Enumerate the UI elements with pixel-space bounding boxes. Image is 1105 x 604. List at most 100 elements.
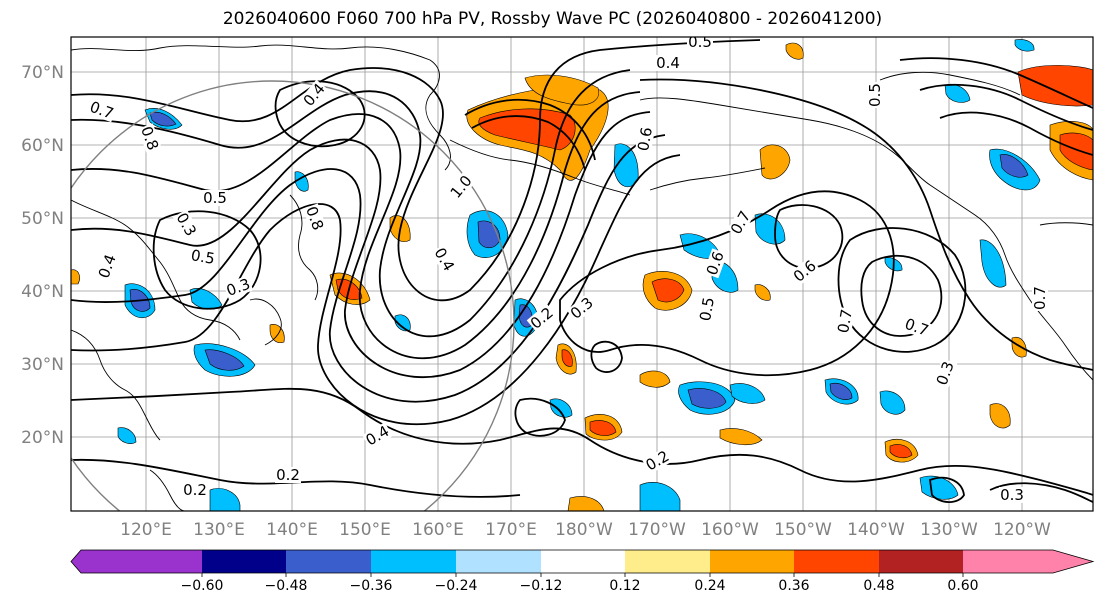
pv-contour <box>939 111 1093 156</box>
anomaly-patch <box>651 278 685 303</box>
map-frame <box>70 36 1094 512</box>
contour-label-bg <box>703 248 728 279</box>
contour-label-bg <box>172 209 200 240</box>
contour-label-bg <box>834 306 856 336</box>
colorbar-swatch <box>710 550 794 573</box>
longitude-label: 180°W <box>555 520 613 540</box>
anomaly-patch <box>204 349 245 371</box>
range-circle <box>71 80 515 511</box>
pv-contour <box>71 69 631 338</box>
colorbar-label: −0.60 <box>181 578 224 594</box>
latitude-label: 50°N <box>21 209 64 229</box>
coastline <box>649 167 766 191</box>
contour-label-bg <box>446 171 476 202</box>
anomaly-patch <box>759 144 791 180</box>
contour-label-bg <box>202 190 228 206</box>
pv-contour <box>559 190 895 377</box>
colorbar-label: −0.36 <box>350 578 393 594</box>
longitude-label: 150°W <box>774 520 832 540</box>
contour-label-bg <box>1032 285 1048 311</box>
pv-anomaly-positive <box>71 42 1093 511</box>
contour-label-bg <box>566 293 597 323</box>
anomaly-patch <box>879 390 906 415</box>
anomaly-patch <box>71 269 80 285</box>
contour-label-bg <box>362 422 393 450</box>
contour-label-bg <box>275 467 301 483</box>
anomaly-patch <box>394 314 411 332</box>
contour-label-bg <box>696 294 718 324</box>
coastline <box>879 71 1021 96</box>
contour-label-bg <box>188 246 218 268</box>
coastline <box>71 44 451 171</box>
contour-label-bg <box>299 79 329 110</box>
contour-label: 0.2 <box>276 466 300 484</box>
contour-label-bg <box>223 275 254 300</box>
pv-contour <box>860 254 943 337</box>
contour-label-bg <box>95 251 120 282</box>
contour-label: 0.5 <box>203 189 227 207</box>
anomaly-patch <box>729 383 766 404</box>
colorbar: −0.60 −0.48 −0.36 −0.24 −0.12 0.12 0.24 0.36 0.4… <box>70 549 1095 594</box>
anomaly-patch <box>1011 337 1027 358</box>
pv-contours <box>71 39 1093 504</box>
contour-label-bg <box>137 123 162 154</box>
anomaly-patch <box>567 496 605 511</box>
anomaly-patch <box>785 42 804 60</box>
colorbar-swatch <box>456 550 541 573</box>
anomaly-patch <box>889 444 913 459</box>
colorbar-swatch <box>202 550 286 573</box>
latitude-labels: 70°N 60°N 50°N 40°N 30°N 20°N <box>21 63 64 448</box>
anomaly-patch <box>639 370 671 388</box>
pv-contour <box>989 482 1093 503</box>
pv-contour <box>590 340 623 373</box>
contour-label: 0.3 <box>1000 486 1024 504</box>
pv-contour <box>71 154 681 426</box>
anomaly-patch <box>589 420 617 436</box>
contour-label-bg <box>999 487 1025 503</box>
latitude-label: 30°N <box>21 355 64 375</box>
longitude-label: 140°E <box>266 520 318 540</box>
colorbar-label: 0.60 <box>947 578 978 594</box>
longitude-labels: 120°E 130°E 140°E 150°E 160°E 170°E 180°W 170°W… <box>120 520 1051 540</box>
contour-label-bg <box>634 124 656 154</box>
anomaly-patch <box>687 388 727 409</box>
latitude-label: 60°N <box>21 136 64 156</box>
longitude-label: 130°W <box>920 520 978 540</box>
anomaly-patch <box>1059 132 1093 171</box>
colorbar-swatch <box>963 550 1093 573</box>
anomaly-patch <box>754 284 771 301</box>
anomaly-patch <box>1017 65 1093 107</box>
pv-contour <box>929 476 965 504</box>
longitude-label: 170°E <box>485 520 537 540</box>
latitude-label: 20°N <box>21 428 64 448</box>
colorbar-label: −0.48 <box>265 578 308 594</box>
anomaly-patch <box>561 349 573 367</box>
coastline <box>289 194 319 301</box>
coastline <box>639 97 1093 381</box>
coastline <box>71 329 161 441</box>
anomaly-patch <box>829 383 853 400</box>
colorbar-frame <box>70 549 1095 574</box>
map-title: 2026040600 F060 700 hPa PV, Rossby Wave … <box>222 9 883 29</box>
pv-contour <box>71 134 666 403</box>
anomaly-patch <box>979 239 1007 288</box>
pv-contour <box>919 83 1093 131</box>
contour-label-bg <box>687 37 713 50</box>
colorbar-swatch <box>71 550 202 573</box>
contour-label-bg <box>933 358 958 389</box>
colorbar-swatch <box>286 550 371 573</box>
colorbar-swatch <box>879 550 963 573</box>
colorbar-swatch <box>625 550 710 573</box>
colorbar-label: −0.24 <box>435 578 478 594</box>
colorbar-label: −0.12 <box>520 578 563 594</box>
coastline <box>149 469 186 511</box>
contour-label: 0.5 <box>190 246 217 268</box>
longitude-label: 130°E <box>193 520 245 540</box>
contour-label-bg <box>727 207 755 238</box>
anomaly-patch <box>719 428 763 446</box>
colorbar-swatch <box>794 550 879 573</box>
contour-label-bg <box>182 482 208 498</box>
pv-contour <box>71 387 1093 496</box>
anomaly-patch <box>478 108 576 151</box>
